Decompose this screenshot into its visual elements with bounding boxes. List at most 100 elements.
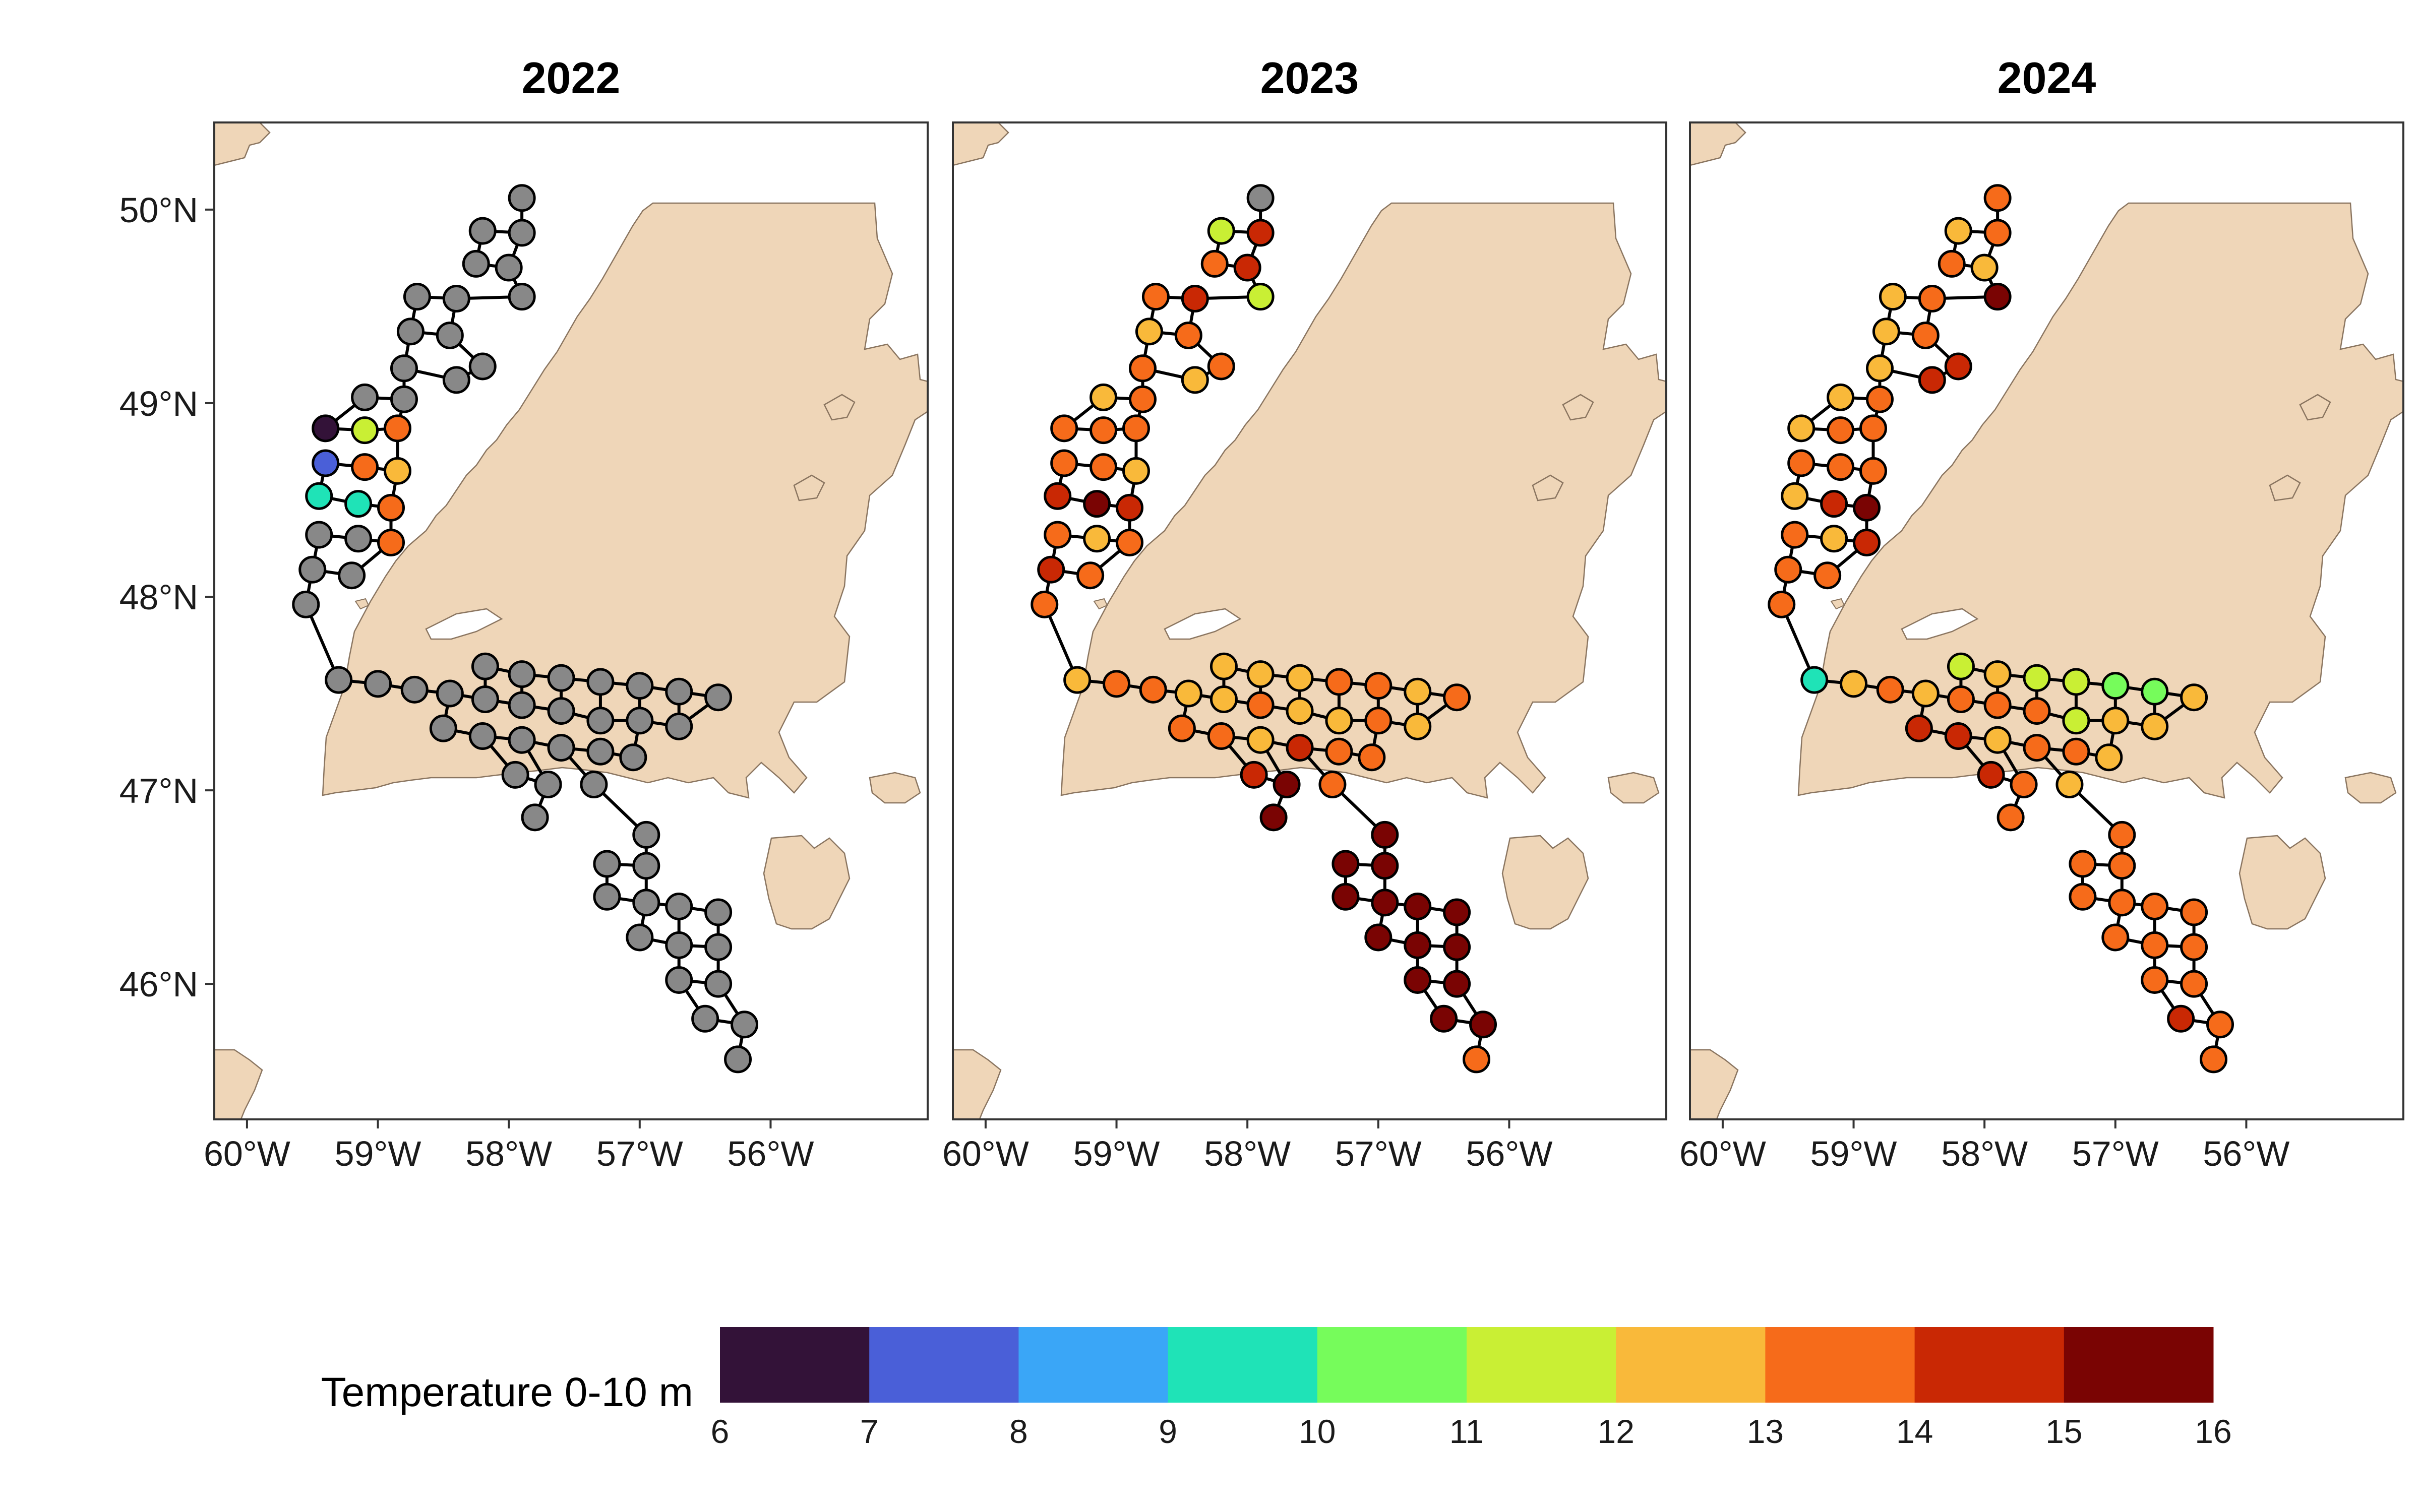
station-point	[468, 722, 497, 750]
station-point	[1781, 482, 1809, 510]
y-tick-label: 48°N	[119, 578, 198, 617]
station-point	[1443, 933, 1471, 961]
panel-title: 2024	[1998, 53, 2096, 103]
station-point	[377, 493, 405, 522]
station-point	[1128, 354, 1157, 383]
station-point	[1286, 664, 1314, 692]
station-point	[2062, 737, 2090, 766]
station-point	[1827, 416, 1855, 445]
station-point	[2095, 743, 2123, 772]
station-point	[1325, 737, 1353, 766]
x-tick-label: 59°W	[1073, 1134, 1160, 1173]
colorbar-swatches	[720, 1327, 2214, 1403]
station-point	[1181, 285, 1209, 313]
station-point	[1031, 590, 1059, 618]
station-point	[1800, 666, 1829, 694]
panel-frame	[952, 121, 1667, 1120]
station-point	[593, 883, 621, 911]
station-point	[1141, 283, 1170, 311]
station-point	[495, 254, 523, 282]
station-point	[1332, 850, 1360, 878]
station-point	[1135, 318, 1163, 346]
x-tick-label: 56°W	[727, 1134, 814, 1173]
station-point	[1246, 283, 1275, 311]
x-tick-label: 57°W	[1335, 1134, 1422, 1173]
station-point	[2101, 923, 2130, 952]
station-point	[396, 318, 425, 346]
station-point	[665, 966, 693, 994]
station-point	[632, 852, 660, 880]
station-point	[1947, 652, 1975, 680]
station-point	[2141, 893, 2169, 921]
colorbar-tick-label: 6	[711, 1413, 730, 1450]
station-point	[2141, 931, 2169, 959]
station-point	[1787, 414, 1816, 443]
station-point	[704, 898, 733, 926]
map-panels: 2022 60°W 59°W 58°W 57°W 56°W 50°N 49°N 48°N 47°N…	[119, 53, 2404, 1173]
x-tick-label: 59°W	[335, 1134, 421, 1173]
y-tick-label: 50°N	[119, 191, 198, 230]
station-point	[1050, 414, 1078, 443]
station-point	[442, 285, 470, 313]
station-point	[1240, 761, 1268, 789]
station-point	[325, 666, 353, 694]
station-point	[2101, 707, 2130, 735]
station-point	[501, 761, 529, 789]
station-point	[1787, 449, 1816, 477]
station-point	[704, 933, 733, 961]
colorbar-swatch	[1765, 1327, 1915, 1403]
station-point	[1983, 660, 2012, 688]
station-point	[2200, 1045, 2228, 1074]
map-area	[953, 122, 1666, 1119]
station-point	[1463, 1045, 1491, 1074]
station-point	[2167, 1004, 2195, 1033]
station-point	[1443, 970, 1471, 998]
station-point	[2141, 712, 2169, 740]
station-point	[1983, 184, 2012, 212]
station-point	[2062, 707, 2090, 735]
station-point	[1853, 493, 1881, 522]
colorbar: Temperature 0-10 m 6 7 8 9 10 11 12 13 14 15 16	[321, 1327, 2232, 1450]
station-point	[1774, 555, 1802, 584]
station-point	[1174, 679, 1202, 708]
station-point	[619, 743, 647, 772]
station-point	[1207, 352, 1235, 381]
station-point	[2108, 821, 2136, 849]
x-tick-label: 58°W	[465, 1134, 552, 1173]
station-point	[1358, 743, 1386, 772]
colorbar-tick-label: 14	[1896, 1413, 1933, 1450]
station-point	[1430, 1004, 1458, 1033]
colorbar-swatch	[2064, 1327, 2214, 1403]
colorbar-swatch	[1168, 1327, 1318, 1403]
station-point	[1364, 707, 1393, 735]
station-point	[383, 414, 411, 443]
station-point	[1246, 691, 1275, 719]
station-point	[377, 528, 405, 556]
station-point	[547, 697, 575, 725]
station-point	[508, 726, 536, 754]
panel-title: 2023	[1260, 53, 1359, 103]
station-point	[1116, 493, 1144, 522]
station-point	[1090, 453, 1118, 481]
station-point	[521, 803, 549, 832]
station-point	[1286, 697, 1314, 725]
x-tick-label: 56°W	[2203, 1134, 2289, 1173]
colorbar-swatch	[720, 1327, 870, 1403]
station-point	[534, 771, 562, 799]
station-point	[1865, 354, 1894, 383]
x-tick-label: 58°W	[1941, 1134, 2028, 1173]
station-point	[2023, 697, 2051, 725]
station-point	[1246, 219, 1275, 247]
colorbar-tick-label: 12	[1597, 1413, 1634, 1450]
station-point	[1947, 685, 1975, 714]
station-point	[2062, 668, 2090, 696]
station-point	[704, 970, 733, 998]
station-point	[1090, 416, 1118, 445]
station-point	[586, 707, 615, 735]
station-point	[1122, 414, 1150, 443]
station-point	[390, 385, 418, 413]
station-point	[2108, 889, 2136, 917]
station-point	[1768, 590, 1796, 618]
station-point	[1122, 457, 1150, 485]
station-point	[665, 893, 693, 921]
